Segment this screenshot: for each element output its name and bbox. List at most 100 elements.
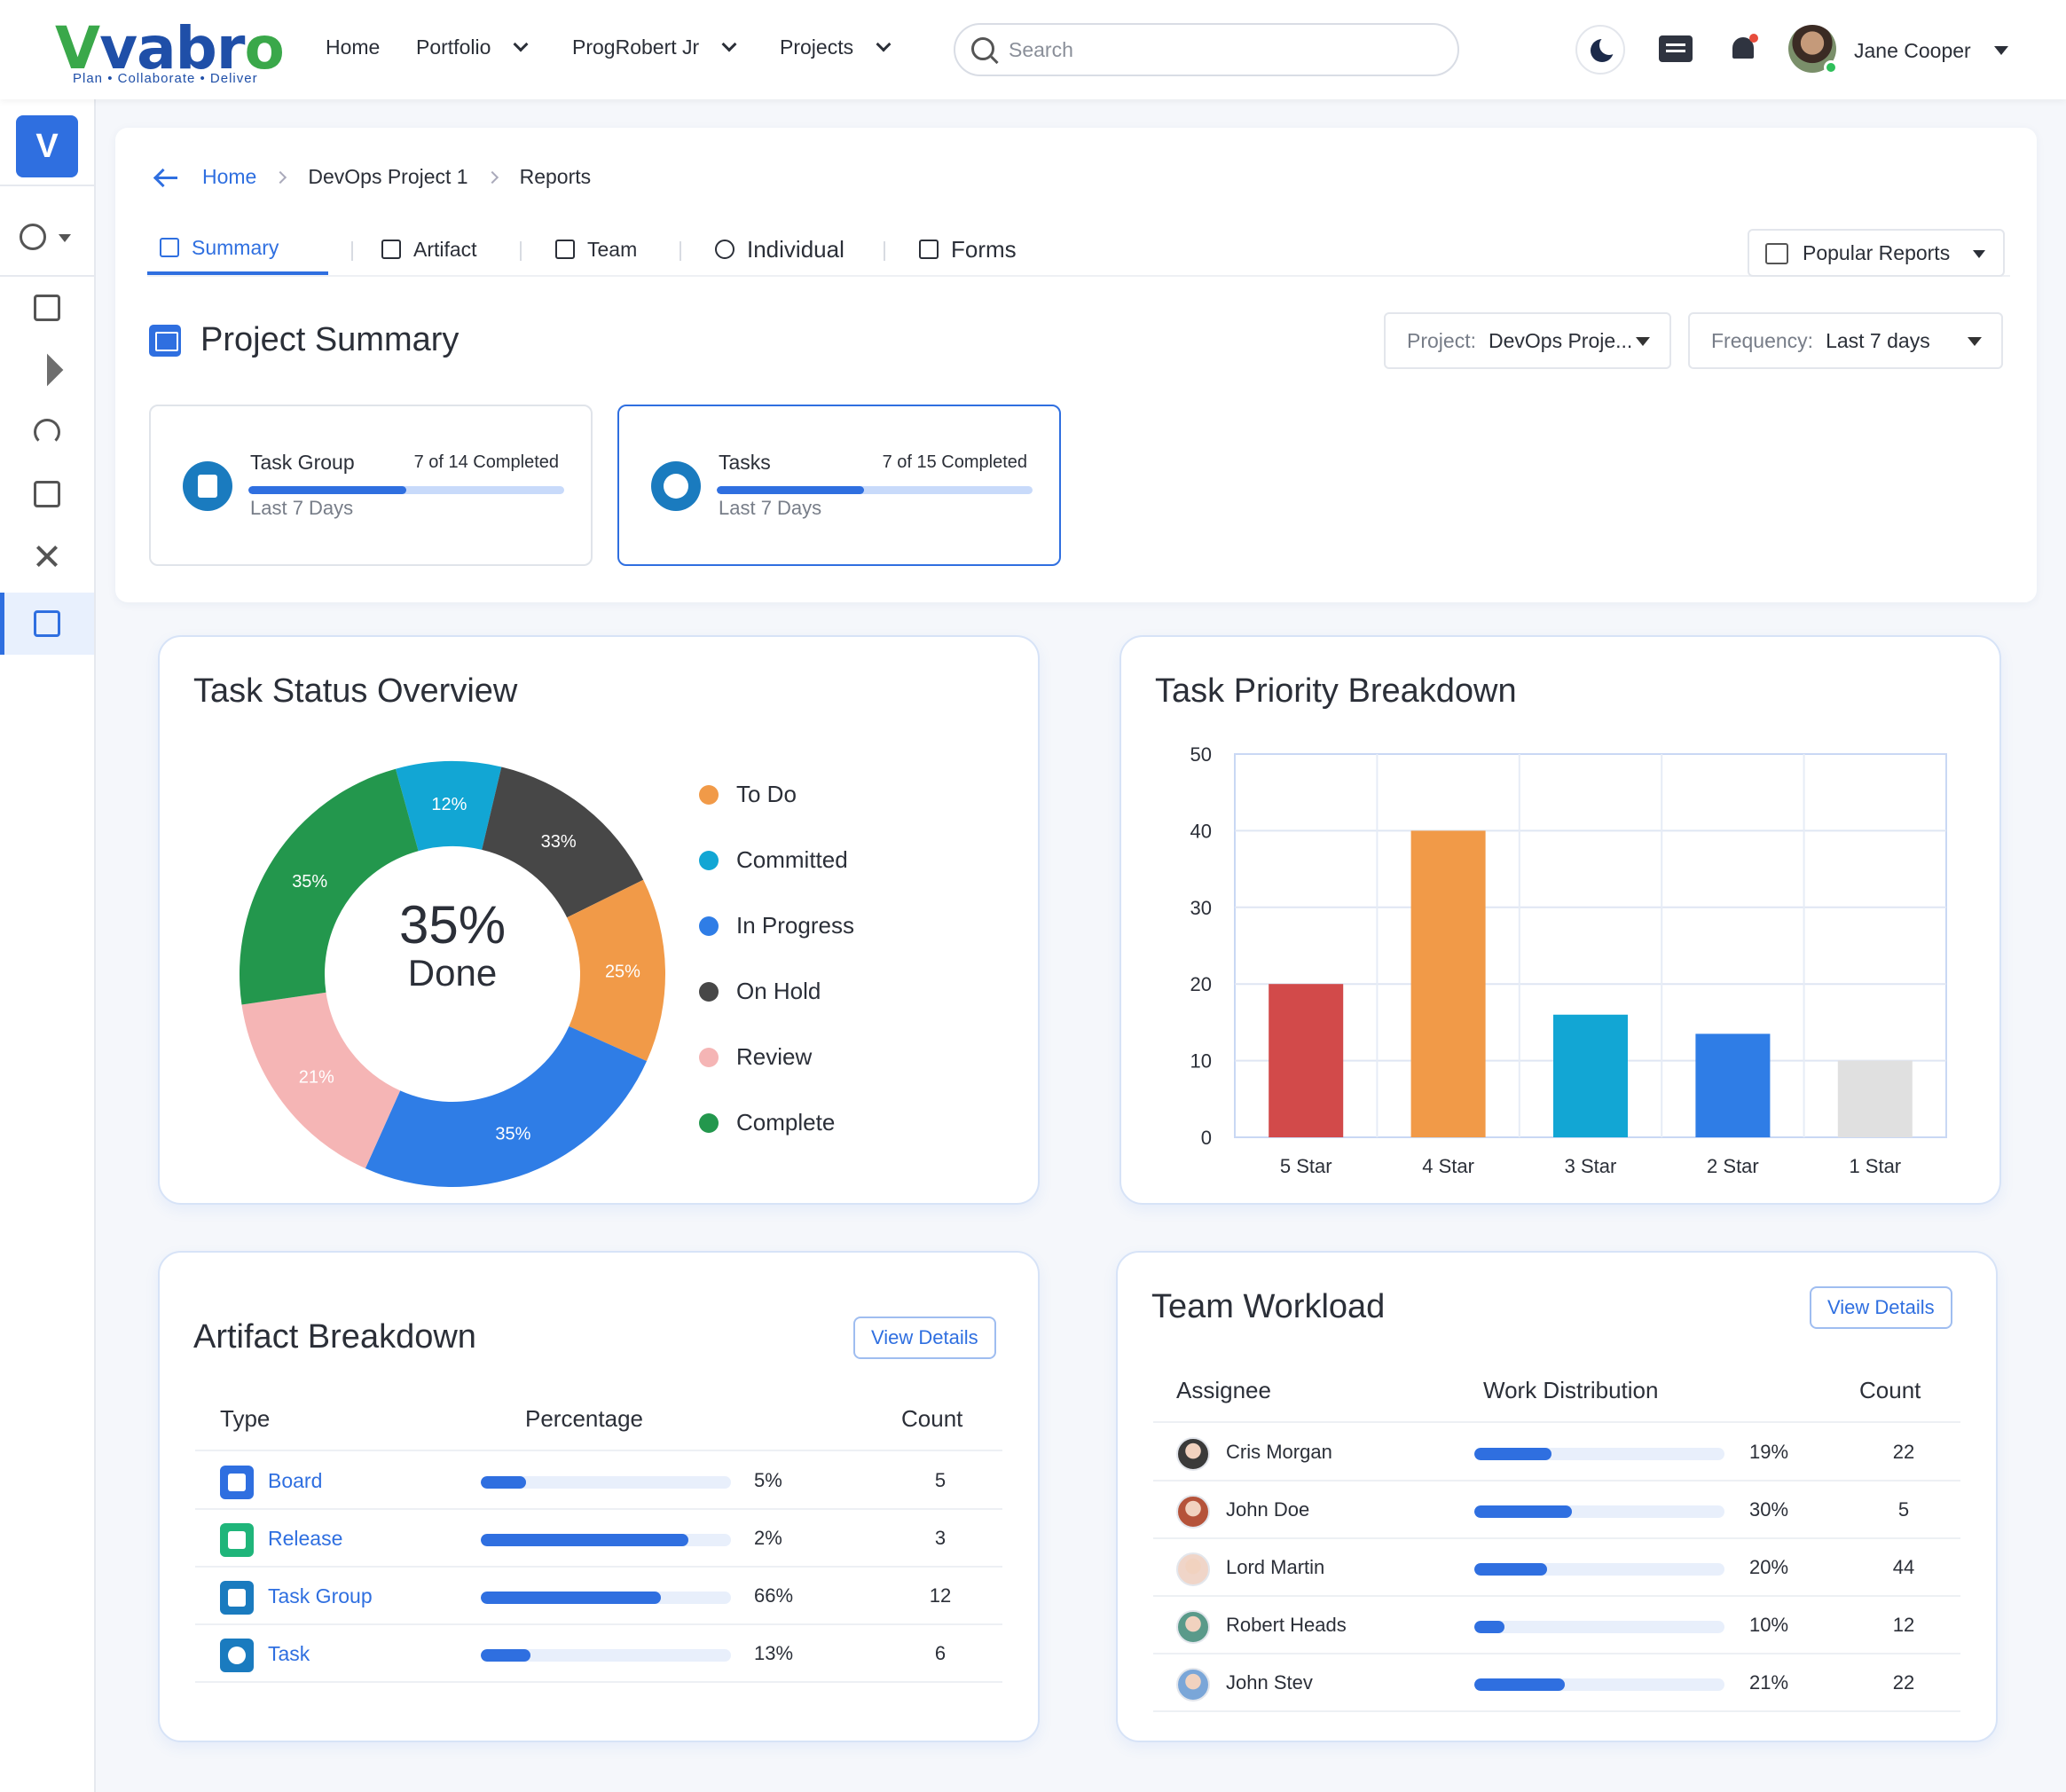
distribution-bar bbox=[1474, 1448, 1724, 1460]
donut-slice-label: 12% bbox=[431, 795, 467, 814]
project-filter[interactable]: Project: DevOps Proje... bbox=[1384, 312, 1671, 369]
search-icon bbox=[971, 37, 994, 60]
sidebar-item-hierarchy[interactable] bbox=[0, 277, 94, 339]
distribution-value: 30% bbox=[1749, 1498, 1789, 1521]
tab-individual[interactable]: Individual bbox=[703, 224, 857, 275]
donut-slice-committed[interactable] bbox=[395, 761, 502, 852]
messages-icon[interactable] bbox=[1659, 35, 1693, 62]
card-title: Task Priority Breakdown bbox=[1155, 672, 1517, 710]
distribution-fill bbox=[1474, 1678, 1565, 1691]
donut-slice-complete[interactable] bbox=[240, 768, 419, 1005]
donut-chart: 12% 33% 25% 35% 21% 35% bbox=[240, 761, 665, 1187]
donut-slice-in-progress[interactable] bbox=[365, 1026, 648, 1187]
report-icon bbox=[34, 610, 60, 637]
view-details-button[interactable]: View Details bbox=[1810, 1286, 1952, 1329]
count-value: 22 bbox=[1892, 1671, 1915, 1694]
percentage-fill bbox=[481, 1476, 526, 1489]
artifact-type-link[interactable]: Task bbox=[268, 1642, 310, 1665]
nav-home-label: Home bbox=[326, 35, 381, 59]
stat-card-tasks[interactable]: Tasks 7 of 15 Completed Last 7 Days bbox=[617, 405, 1061, 566]
sidebar-item-reports[interactable] bbox=[0, 593, 94, 655]
legend-label: To Do bbox=[736, 781, 797, 807]
calendar-icon bbox=[34, 481, 60, 507]
table-row[interactable]: Task 13% 6 bbox=[195, 1626, 1002, 1683]
tab-team[interactable]: Team bbox=[543, 224, 649, 275]
table-row[interactable]: John Doe 30% 5 bbox=[1153, 1482, 1960, 1539]
chevron-down-icon bbox=[876, 36, 892, 51]
table-row[interactable]: Release 2% 3 bbox=[195, 1511, 1002, 1568]
table-row[interactable]: Cris Morgan 19% 22 bbox=[1153, 1425, 1960, 1482]
y-tick-label: 0 bbox=[1201, 1127, 1212, 1149]
donut-slice-to-do[interactable] bbox=[567, 879, 665, 1062]
report-tabs: Summary Artifact Team Individual Forms bbox=[147, 224, 2010, 277]
sidebar-item-calendar[interactable] bbox=[0, 463, 94, 525]
frequency-filter[interactable]: Frequency: Last 7 days bbox=[1688, 312, 2003, 369]
tab-forms[interactable]: Forms bbox=[907, 224, 1029, 275]
assignee-name: John Stev bbox=[1226, 1671, 1313, 1694]
back-arrow-icon[interactable] bbox=[154, 169, 177, 186]
search-box[interactable] bbox=[954, 23, 1459, 76]
profile-switcher[interactable] bbox=[18, 220, 80, 255]
theme-toggle-button[interactable] bbox=[1575, 25, 1625, 75]
search-input[interactable] bbox=[1009, 34, 1434, 66]
view-details-button[interactable]: View Details bbox=[853, 1316, 996, 1359]
chevron-down-icon bbox=[513, 36, 529, 51]
tab-divider bbox=[884, 241, 885, 261]
artifact-type-link[interactable]: Task Group bbox=[268, 1584, 373, 1607]
popular-reports-dropdown[interactable]: Popular Reports bbox=[1748, 229, 2005, 277]
card-title: Team Workload bbox=[1151, 1288, 1386, 1325]
count-value: 5 bbox=[934, 1469, 947, 1491]
distribution-bar bbox=[1474, 1505, 1724, 1518]
distribution-bar bbox=[1474, 1563, 1724, 1576]
count-value: 12 bbox=[1892, 1614, 1915, 1636]
sidebar-item-tools[interactable] bbox=[0, 525, 94, 587]
table-row[interactable]: Robert Heads 10% 12 bbox=[1153, 1598, 1960, 1654]
nav-user-menu[interactable]: ProgRobert Jr bbox=[572, 35, 737, 59]
distribution-bar bbox=[1474, 1621, 1724, 1633]
count-value: 22 bbox=[1892, 1441, 1915, 1463]
y-tick-label: 20 bbox=[1190, 973, 1212, 995]
tab-summary[interactable]: Summary bbox=[147, 224, 328, 275]
artifact-type-link[interactable]: Board bbox=[268, 1469, 323, 1492]
distribution-fill bbox=[1474, 1448, 1552, 1460]
project-filter-value: DevOps Proje... bbox=[1488, 328, 1633, 352]
table-row[interactable]: John Stev 21% 22 bbox=[1153, 1655, 1960, 1712]
donut-slice-review[interactable] bbox=[241, 992, 401, 1169]
assignee-name: Cris Morgan bbox=[1226, 1441, 1332, 1463]
logo[interactable]: Vvabro Plan • Collaborate • Deliver bbox=[55, 14, 285, 89]
artifact-type-icon bbox=[220, 1639, 254, 1672]
donut-slice-on-hold[interactable] bbox=[482, 766, 644, 918]
y-tick-label: 40 bbox=[1190, 820, 1212, 842]
stat-progress-fill bbox=[717, 486, 865, 494]
table-row[interactable]: Board 5% 5 bbox=[195, 1453, 1002, 1510]
artifact-type-link[interactable]: Release bbox=[268, 1527, 343, 1550]
sidebar-item-sprints[interactable] bbox=[0, 401, 94, 463]
table-row[interactable]: Task Group 66% 12 bbox=[195, 1568, 1002, 1625]
avatar bbox=[1176, 1610, 1210, 1644]
column-header-distribution: Work Distribution bbox=[1483, 1377, 1659, 1403]
count-value: 6 bbox=[934, 1642, 947, 1664]
nav-projects[interactable]: Projects bbox=[780, 35, 892, 59]
donut-slice-label: 35% bbox=[495, 1124, 530, 1144]
user-menu[interactable]: Jane Cooper bbox=[1788, 25, 2019, 75]
nav-home[interactable]: Home bbox=[326, 35, 380, 59]
stat-card-task-group[interactable]: Task Group 7 of 14 Completed Last 7 Days bbox=[149, 405, 593, 566]
legend-item: Review bbox=[699, 1043, 812, 1071]
nav-portfolio[interactable]: Portfolio bbox=[416, 35, 529, 59]
table-row[interactable]: Lord Martin 20% 44 bbox=[1153, 1540, 1960, 1597]
frequency-filter-label: Frequency: bbox=[1711, 328, 1814, 352]
workspace-tile[interactable]: V bbox=[16, 115, 78, 177]
top-bar: Vvabro Plan • Collaborate • Deliver Home… bbox=[0, 0, 2066, 99]
legend-item: To Do bbox=[699, 781, 797, 808]
breadcrumb-project[interactable]: DevOps Project 1 bbox=[308, 165, 468, 188]
notifications-button[interactable] bbox=[1730, 34, 1758, 64]
legend-dot bbox=[699, 981, 719, 1002]
breadcrumb-home[interactable]: Home bbox=[202, 165, 257, 188]
nav-portfolio-label: Portfolio bbox=[416, 35, 491, 59]
tab-artifact[interactable]: Artifact bbox=[369, 224, 490, 275]
sidebar-item-releases[interactable] bbox=[0, 339, 94, 401]
bar-5-star bbox=[1269, 984, 1344, 1137]
avatar bbox=[1176, 1552, 1210, 1586]
legend-item: Complete bbox=[699, 1109, 835, 1136]
sidebar: V bbox=[0, 99, 96, 1792]
